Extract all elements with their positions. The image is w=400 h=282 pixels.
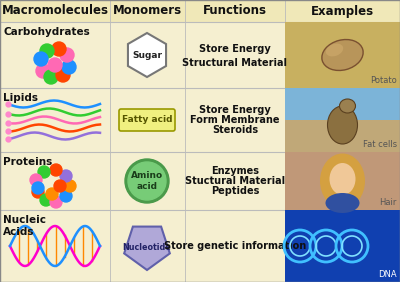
Bar [285,152,400,210]
Bar [0,88,400,152]
Polygon shape [128,33,166,77]
Text: Fatty acid: Fatty acid [122,116,172,124]
Ellipse shape [326,193,360,213]
Bar [285,88,400,152]
Ellipse shape [322,39,363,70]
Text: Potato: Potato [370,76,397,85]
Text: DNA: DNA [378,270,397,279]
Bar [0,152,400,210]
Circle shape [30,174,42,186]
Text: Proteins: Proteins [3,157,52,167]
Text: Macromolecules: Macromolecules [2,5,108,17]
Circle shape [32,186,44,198]
Bar [0,0,400,22]
Text: Carbohydrates: Carbohydrates [3,27,90,37]
Circle shape [36,64,50,78]
Text: Examples: Examples [310,5,374,17]
Circle shape [56,68,70,82]
Bar [0,210,400,282]
Text: Fat cells: Fat cells [363,140,397,149]
Bar [0,22,400,88]
Bar [285,88,400,120]
Polygon shape [124,226,170,270]
Text: Sugar: Sugar [132,50,162,60]
Circle shape [60,190,72,202]
Text: Enzymes: Enzymes [211,166,259,176]
Circle shape [40,44,54,58]
Circle shape [60,48,74,62]
Bar [285,210,400,282]
Text: Store genetic information: Store genetic information [164,241,306,251]
Circle shape [60,170,72,182]
Circle shape [44,70,58,84]
Text: Hair: Hair [380,198,397,207]
Circle shape [64,180,76,192]
Text: Peptides: Peptides [211,186,259,196]
Ellipse shape [328,106,358,144]
Text: Form Membrane: Form Membrane [190,115,280,125]
Circle shape [52,42,66,56]
Circle shape [128,162,166,200]
Text: Nucleotide: Nucleotide [123,243,171,252]
Ellipse shape [340,99,356,113]
Ellipse shape [326,44,343,56]
Circle shape [50,164,62,176]
Ellipse shape [320,153,365,208]
FancyBboxPatch shape [119,109,175,131]
Text: Steroids: Steroids [212,125,258,135]
Circle shape [34,52,48,66]
Circle shape [46,188,58,200]
Circle shape [38,166,50,178]
Text: Nucleic
Acids: Nucleic Acids [3,215,46,237]
Text: Store Energy: Store Energy [199,44,271,54]
Text: Amino
acid: Amino acid [131,171,163,191]
Text: Monomers: Monomers [112,5,182,17]
Circle shape [40,194,52,206]
Circle shape [48,58,62,72]
Circle shape [54,180,66,192]
Text: Functions: Functions [203,5,267,17]
Circle shape [125,159,169,203]
Circle shape [50,196,62,208]
Circle shape [62,60,76,74]
Text: Stuctural Material: Stuctural Material [185,176,285,186]
Circle shape [32,182,44,194]
Ellipse shape [330,163,356,195]
Bar [285,22,400,88]
Text: Lipids: Lipids [3,93,38,103]
Text: Structural Material: Structural Material [182,58,288,68]
Text: Store Energy: Store Energy [199,105,271,115]
Bar [285,210,400,282]
